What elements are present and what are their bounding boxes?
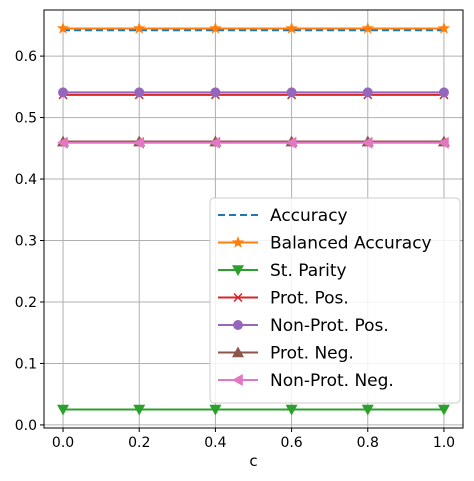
y-tick-label: 0.1 <box>15 356 37 372</box>
data-point <box>134 87 145 98</box>
legend-item: Balanced Accuracy <box>218 234 432 254</box>
y-tick-label: 0.3 <box>15 234 37 250</box>
legend-item: Non-Prot. Neg. <box>218 371 394 391</box>
legend-marker <box>231 236 245 248</box>
legend-marker <box>232 346 244 358</box>
data-point <box>361 136 373 149</box>
legend-label: Balanced Accuracy <box>270 234 432 254</box>
legend-item: Accuracy <box>218 206 348 226</box>
legend-label: St. Parity <box>270 261 347 281</box>
y-tick-label: 0.4 <box>15 172 37 188</box>
legend-item: St. Parity <box>218 261 347 281</box>
legend-marker <box>232 374 243 386</box>
x-tick-label: 1.0 <box>433 435 455 451</box>
y-tick-label: 0.2 <box>15 295 37 311</box>
data-point <box>209 404 222 416</box>
y-tick-label: 0.0 <box>15 418 37 434</box>
data-point <box>362 87 373 98</box>
data-point <box>57 136 68 149</box>
series-layer <box>56 21 451 416</box>
legend-label: Accuracy <box>270 206 348 226</box>
legend-marker <box>233 292 243 303</box>
legend-item: Prot. Pos. <box>218 289 349 309</box>
data-point <box>209 21 222 34</box>
data-point <box>437 404 450 416</box>
data-point <box>286 87 297 98</box>
data-point <box>285 136 297 149</box>
data-point <box>56 21 70 34</box>
legend-label: Prot. Neg. <box>270 344 354 364</box>
x-marker-stroke <box>233 292 243 303</box>
series-non-prot-pos- <box>58 87 449 98</box>
data-point <box>437 136 449 149</box>
legend-label: Non-Prot. Pos. <box>270 316 389 336</box>
legend-marker <box>233 320 243 330</box>
series-balanced-accuracy <box>56 21 451 34</box>
plot-frame <box>43 9 464 429</box>
data-point <box>437 21 451 34</box>
x-tick-label: 0.6 <box>280 435 302 451</box>
data-point <box>361 21 374 34</box>
data-point <box>361 404 374 416</box>
y-tick-label: 0.6 <box>15 49 37 65</box>
series-prot-neg- <box>57 135 450 147</box>
x-tick-label: 0.0 <box>52 435 74 451</box>
data-point <box>133 21 146 34</box>
data-point <box>58 87 69 98</box>
data-point <box>285 404 298 416</box>
legend-label: Prot. Pos. <box>270 289 349 309</box>
legend-label: Non-Prot. Neg. <box>270 371 394 391</box>
x-tick-label: 0.2 <box>128 435 150 451</box>
legend: Accuracy Balanced Accuracy St. Parity Prot.… <box>209 197 461 404</box>
data-point <box>285 21 298 34</box>
legend-item: Prot. Neg. <box>218 344 354 364</box>
x-tick-label: 0.4 <box>204 435 226 451</box>
data-point <box>209 136 221 149</box>
data-point <box>57 404 70 416</box>
series-st-parity <box>57 404 450 416</box>
legend-item: Non-Prot. Pos. <box>218 316 389 336</box>
legend-marker <box>232 265 244 276</box>
x-tick-label: 0.8 <box>357 435 379 451</box>
series-non-prot-neg- <box>57 136 449 149</box>
legend-box <box>209 197 461 404</box>
x-axis-label: c <box>249 452 257 470</box>
data-point <box>210 87 221 98</box>
tick-layer: 0.0 0.2 0.4 0.6 0.8 1.0 0.0 0.1 0.2 0.3 0.4 0.5 0.6 <box>15 49 455 451</box>
data-point <box>133 136 145 149</box>
data-point <box>133 404 146 416</box>
y-tick-label: 0.5 <box>15 111 37 127</box>
data-point <box>438 87 449 98</box>
